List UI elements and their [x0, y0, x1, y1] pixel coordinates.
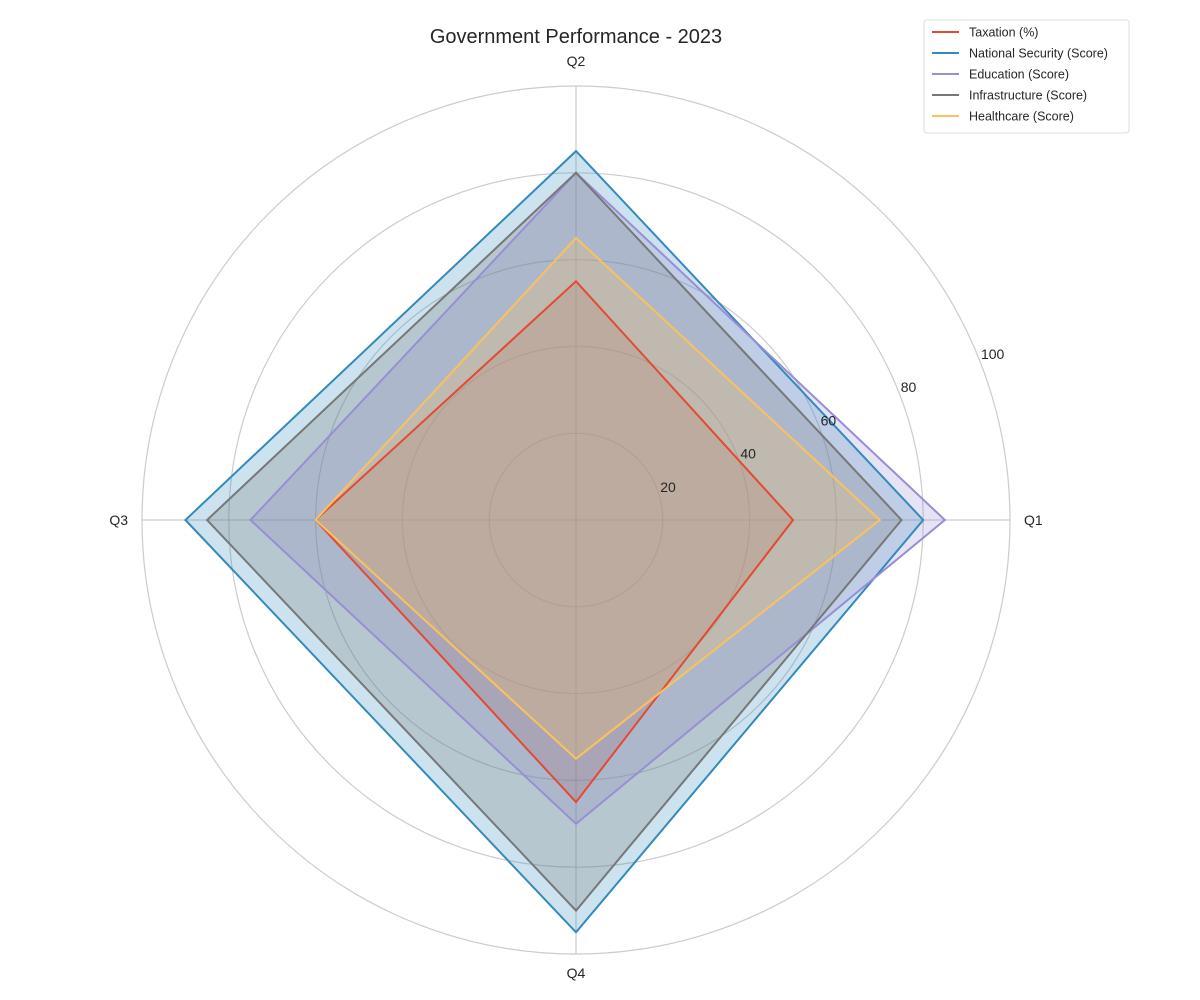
- legend-item-label: Infrastructure (Score): [969, 89, 1087, 103]
- legend-item-label: Education (Score): [969, 68, 1069, 82]
- series-line: [205, 171, 903, 913]
- legend-item-label: National Security (Score): [969, 47, 1108, 61]
- series-group: [183, 149, 947, 934]
- legend-item-label: Healthcare (Score): [969, 110, 1074, 124]
- radial-tick-label: 80: [901, 379, 917, 395]
- axis-labels: 20 40 60 80 100 Q1 Q2 Q3 Q4: [109, 53, 1043, 981]
- radial-tick-label: 40: [740, 446, 756, 462]
- legend-box: [923, 19, 1130, 134]
- category-label: Q3: [109, 512, 128, 528]
- category-label: Q2: [567, 53, 586, 69]
- legend: Taxation (%) National Security (Score) Edu…: [923, 19, 1130, 134]
- radial-tick-label: 60: [821, 412, 837, 428]
- series-line: [183, 149, 925, 934]
- series-line: [249, 171, 947, 826]
- series-line: [314, 236, 882, 761]
- chart-title: Government Performance - 2023: [430, 26, 722, 48]
- category-label: Q4: [567, 965, 586, 981]
- radial-tick-label: 100: [981, 346, 1005, 362]
- category-label: Q1: [1024, 512, 1043, 528]
- legend-item-label: Taxation (%): [969, 26, 1038, 40]
- radial-tick-label: 20: [660, 479, 676, 495]
